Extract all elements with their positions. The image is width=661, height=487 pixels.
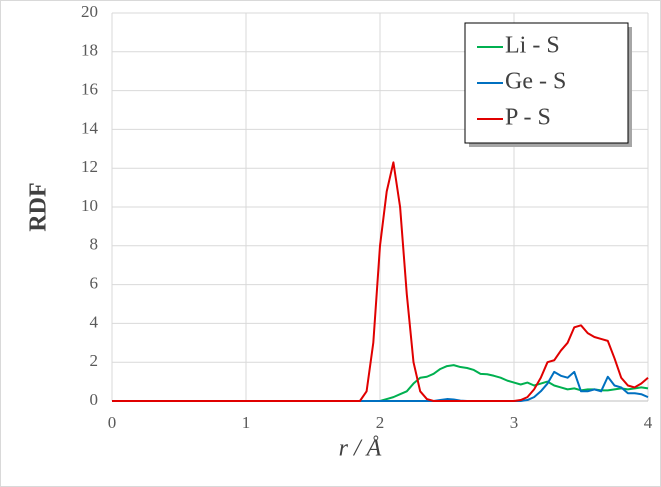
y-tick-label: 6 [90, 274, 99, 293]
y-axis-label: RDF [26, 182, 52, 231]
y-tick-label: 8 [90, 235, 99, 254]
series-line [112, 161, 649, 402]
y-tick-label: 12 [81, 157, 98, 176]
legend-label: Li - S [505, 33, 560, 59]
legend-label: Ge - S [505, 69, 566, 95]
legend-label: P - S [505, 105, 551, 131]
y-tick-label: 2 [90, 351, 99, 370]
y-tick-label: 20 [81, 2, 98, 21]
legend-box [464, 22, 629, 144]
y-tick-label: 16 [81, 80, 98, 99]
y-tick-label: 10 [81, 196, 98, 215]
x-tick-label: 3 [510, 413, 519, 432]
x-tick-label: 1 [242, 413, 251, 432]
y-tick-label: 14 [81, 118, 99, 137]
x-tick-label: 2 [376, 413, 385, 432]
y-tick-label: 4 [90, 312, 99, 331]
y-tick-label: 0 [90, 390, 99, 409]
x-axis-label: r / Å [339, 436, 382, 462]
x-tick-label: 0 [108, 413, 117, 432]
x-tick-label: 4 [644, 413, 653, 432]
y-tick-label: 18 [81, 41, 98, 60]
